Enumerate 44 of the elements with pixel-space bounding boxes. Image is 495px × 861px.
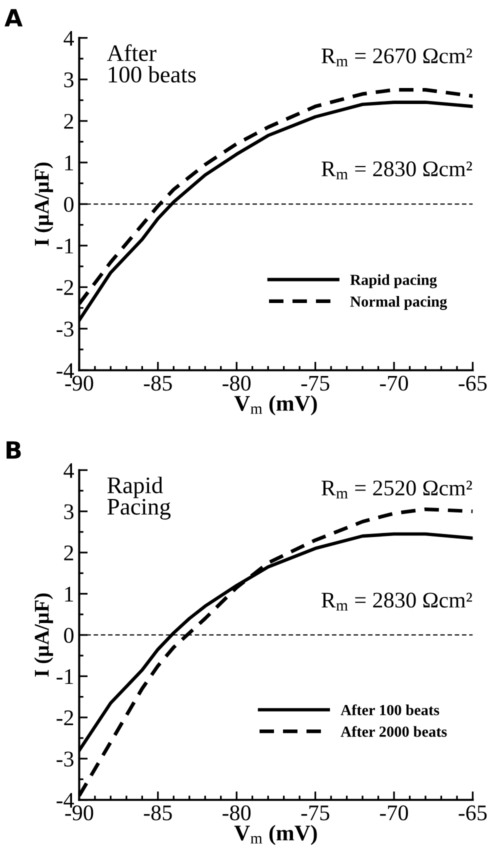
y-tick-label: 4 — [64, 30, 74, 46]
x-tick-label: -65 — [458, 805, 487, 820]
y-tick-label: 0 — [64, 628, 74, 643]
legend-label: Normal pacing — [350, 296, 448, 310]
annotation: Rapid Pacing — [107, 476, 171, 520]
x-tick-label: -65 — [458, 376, 487, 391]
x-axis-title: V$_{m}$ (mV) — [234, 395, 317, 416]
x-axis-title: V$_{m}$ (mV) — [234, 824, 317, 846]
x-tick-label: -80 — [222, 376, 251, 391]
y-tick-label: 1 — [65, 586, 74, 602]
y-tick-label: 2 — [64, 114, 74, 129]
y-tick-label: -3 — [56, 322, 74, 337]
annotation: R$_{m}$ = 2830 Ωcm² — [322, 161, 472, 180]
y-tick-label: 0 — [64, 196, 74, 212]
annotation: R$_{m}$ = 2520 Ωcm² — [322, 480, 472, 498]
y-tick-label: 3 — [64, 72, 74, 88]
y-tick-label: -2 — [56, 280, 74, 295]
x-tick-label: -80 — [222, 805, 251, 820]
chart-title: A — [4, 9, 23, 26]
legend-label: Rapid pacing — [350, 274, 437, 288]
legend-label: After 2000 beats — [340, 726, 447, 737]
y-tick-label: -4 — [56, 363, 74, 378]
y-tick-label: 2 — [64, 546, 74, 560]
y-tick-label: -2 — [56, 710, 74, 726]
annotation: R$_{m}$ = 2670 Ωcm² — [322, 48, 472, 66]
legend-label: After 100 beats — [340, 704, 440, 716]
x-tick-label: -75 — [301, 376, 330, 391]
y-tick-label: 1 — [65, 156, 74, 170]
x-tick-label: -90 — [65, 376, 94, 391]
y-axis-title: I (µA/µF) — [34, 162, 54, 246]
chart-title: B — [6, 441, 21, 459]
y-tick-label: -3 — [56, 752, 74, 767]
y-tick-label: -1 — [56, 238, 74, 254]
x-tick-label: -85 — [144, 376, 172, 391]
annotation: R$_{m}$ = 2830 Ωcm² — [322, 592, 472, 610]
y-tick-label: 3 — [64, 504, 74, 520]
x-tick-label: -85 — [144, 805, 172, 820]
y-tick-label: 4 — [64, 463, 74, 478]
x-tick-label: -75 — [301, 806, 330, 820]
y-axis-title: I (µA/µF) — [34, 594, 54, 677]
y-tick-label: -1 — [56, 669, 74, 684]
x-tick-label: -70 — [380, 805, 408, 820]
annotation: After 100 beats — [106, 44, 196, 83]
x-tick-label: -70 — [380, 376, 408, 391]
